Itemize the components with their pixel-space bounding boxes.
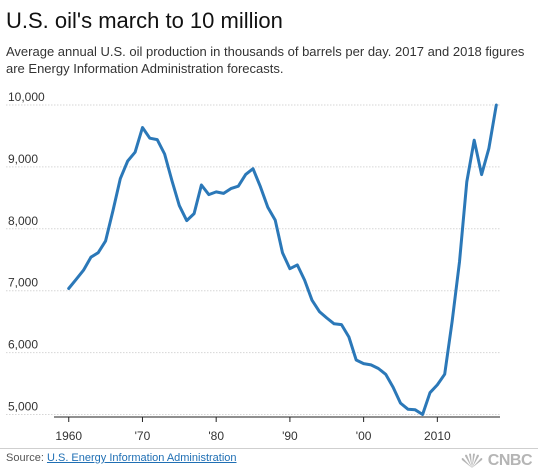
source-label: Source: bbox=[6, 452, 44, 464]
peacock-icon bbox=[461, 453, 483, 468]
y-tick-label: 9,000 bbox=[8, 152, 38, 166]
source-link[interactable]: U.S. Energy Information Administration bbox=[46, 452, 237, 464]
y-axis-tick-labels: 10,000 9,000 8,000 7,000 6,000 5,000 bbox=[8, 90, 45, 414]
logo-text: CNBC bbox=[487, 452, 533, 469]
grid-lines bbox=[6, 104, 500, 416]
y-tick-label: 5,000 bbox=[8, 400, 38, 414]
cnbc-logo: CNBC bbox=[459, 452, 533, 470]
chart-subtitle: Average annual U.S. oil production in th… bbox=[6, 44, 525, 76]
y-tick-label: 6,000 bbox=[8, 338, 38, 352]
x-tick-label: '80 bbox=[208, 429, 224, 443]
x-axis: 1960 '70 '80 '90 '00 2010 bbox=[54, 416, 500, 443]
source-note: Source: U.S. Energy Information Administ… bbox=[6, 452, 237, 464]
series-layer bbox=[67, 103, 498, 416]
y-tick-label: 10,000 bbox=[8, 90, 45, 104]
x-tick-label: 2010 bbox=[424, 429, 451, 443]
x-tick-label: '70 bbox=[135, 429, 151, 443]
x-tick-label: '00 bbox=[356, 429, 372, 443]
chart-title: U.S. oil's march to 10 million bbox=[6, 8, 283, 33]
y-tick-label: 8,000 bbox=[8, 214, 38, 228]
x-tick-label: '90 bbox=[282, 429, 298, 443]
series-line bbox=[67, 103, 498, 416]
y-tick-label: 7,000 bbox=[8, 276, 38, 290]
line-chart: 10,000 9,000 8,000 7,000 6,000 5,000 1960 '70 '… bbox=[6, 90, 500, 443]
footer-divider bbox=[0, 448, 538, 449]
x-tick-label: 1960 bbox=[55, 429, 82, 443]
